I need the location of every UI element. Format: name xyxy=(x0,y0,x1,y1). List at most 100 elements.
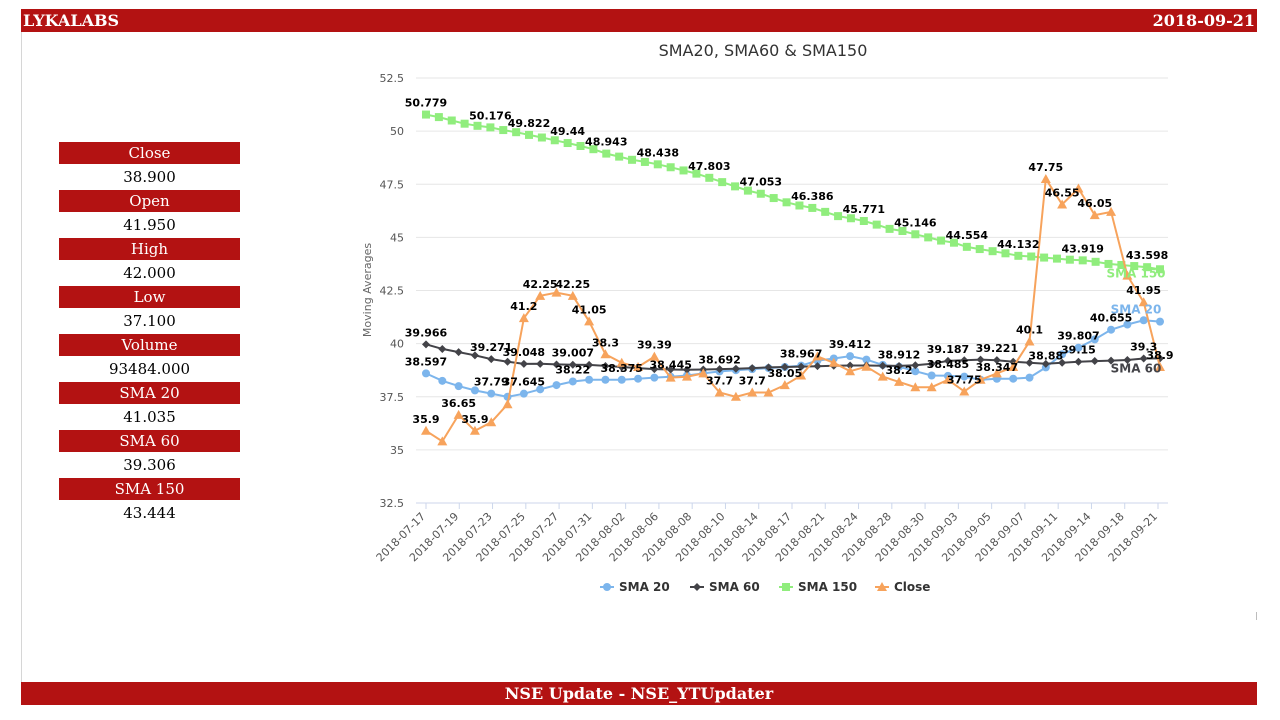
sma-20-point xyxy=(1025,373,1034,382)
sma-150-data-label: 48.943 xyxy=(585,136,627,149)
sma-150-point xyxy=(949,238,958,247)
sma-60-line xyxy=(425,343,1161,371)
sma-60-point xyxy=(976,355,985,364)
sma20-value: 41.035 xyxy=(123,408,176,426)
sma-20-data-label: 38.88 xyxy=(1028,349,1063,362)
close-point xyxy=(926,382,937,392)
sma-150-data-label: 48.438 xyxy=(637,146,679,159)
sma-150-point xyxy=(872,220,881,229)
sma-60-point xyxy=(1139,354,1148,363)
sma-150-point xyxy=(422,110,430,119)
sma-20-data-label: 38.375 xyxy=(601,362,643,375)
close-point xyxy=(486,417,497,427)
sma-150-point xyxy=(1001,249,1010,258)
close-point xyxy=(1073,183,1084,193)
volume-label: Volume xyxy=(59,334,240,356)
chart-legend[interactable]: SMA 20 SMA 60 SMA 150 Close xyxy=(600,580,930,594)
sma-20-point xyxy=(911,367,920,376)
sma-20-data-label: 38.347 xyxy=(976,361,1018,374)
sma60-value: 39.306 xyxy=(123,456,176,474)
sma-150-data-label: 47.803 xyxy=(688,160,730,173)
y-tick-label: 37.5 xyxy=(380,391,405,404)
sma-20-point xyxy=(601,375,610,384)
y-tick-label: 45 xyxy=(390,231,404,244)
sma-150-data-label: 49.822 xyxy=(508,117,550,130)
sma-20-point xyxy=(634,374,643,383)
sma-60-point xyxy=(422,340,430,349)
close-data-label: 41.05 xyxy=(572,303,607,316)
sma-60-end-label: SMA 60 xyxy=(1111,361,1162,375)
sma-20-point xyxy=(438,376,447,385)
legend-item-close[interactable]: Close xyxy=(875,580,930,594)
sma-20-data-label: 37.645 xyxy=(503,376,545,389)
close-point xyxy=(1138,297,1149,307)
close-point xyxy=(698,368,709,378)
sma-60-point xyxy=(992,356,1001,365)
y-tick-label: 50 xyxy=(390,125,404,138)
footer-bar: NSE Update - NSE_YTUpdater xyxy=(21,682,1257,705)
sma-150-point xyxy=(602,149,611,158)
sma-150-point xyxy=(1040,253,1049,262)
sma-150-point xyxy=(1065,255,1074,264)
sma-150-point xyxy=(937,236,946,245)
close-data-label: 41.95 xyxy=(1126,284,1161,297)
sma-150-data-label: 45.146 xyxy=(894,216,937,229)
sma-60-data-label: 39.007 xyxy=(552,347,594,360)
gridlines xyxy=(416,77,1168,504)
sma-60-point xyxy=(470,351,479,360)
sma-60-data-label: 39.048 xyxy=(503,346,545,359)
close-data-label: 46.05 xyxy=(1077,197,1112,210)
sma-150-point xyxy=(666,163,675,172)
sma-60-point xyxy=(878,361,887,370)
brand-name: LYKALABS xyxy=(23,11,120,30)
x-axis-ticks: 2018-07-172018-07-192018-07-232018-07-25… xyxy=(374,503,1160,564)
y-tick-label: 52.5 xyxy=(380,72,405,85)
sma-20-point xyxy=(487,389,496,398)
close-data-label: 42.25 xyxy=(523,278,558,291)
sma-60-point xyxy=(666,365,675,374)
close-point xyxy=(567,290,578,300)
sma-60-data-label: 39.966 xyxy=(405,326,448,339)
legend-item-sma-150[interactable]: SMA 150 xyxy=(779,580,857,594)
chart-title: SMA20, SMA60 & SMA150 xyxy=(659,41,868,60)
sma-150-point xyxy=(911,230,920,239)
sma-20-point xyxy=(1139,316,1148,325)
sma-60-point xyxy=(1074,357,1083,366)
sma-20-point xyxy=(519,389,528,398)
sma150-value: 43.444 xyxy=(123,504,176,522)
close-point xyxy=(551,287,562,297)
sma-60-point xyxy=(568,360,577,369)
sma-60-point xyxy=(1058,358,1067,367)
sma-150-point xyxy=(447,116,456,125)
close-point xyxy=(812,351,823,361)
sma-60-point xyxy=(813,362,822,371)
legend-item-sma-60[interactable]: SMA 60 xyxy=(690,580,760,594)
sma-150-point xyxy=(782,198,791,207)
sma-60-point xyxy=(1107,356,1116,365)
sma-20-point xyxy=(1123,320,1132,329)
sma-150-point xyxy=(898,227,907,235)
sma-20-point xyxy=(846,352,855,361)
sma-60-point xyxy=(454,348,463,357)
legend-marker xyxy=(877,582,887,591)
sma-150-point xyxy=(821,207,830,216)
sma-150-data-label: 47.053 xyxy=(740,176,782,189)
sma-150-data-label: 44.554 xyxy=(946,229,989,242)
sma-150-point xyxy=(1052,254,1061,263)
sma-20-point xyxy=(617,375,626,384)
sma-60-point xyxy=(503,357,512,366)
sma-150-point xyxy=(499,126,508,135)
close-point xyxy=(649,351,660,361)
header-bar: LYKALABS 2018-09-21 xyxy=(21,9,1257,32)
open-label: Open xyxy=(59,190,240,212)
sma-60-point xyxy=(601,361,610,370)
close-point xyxy=(1024,336,1035,346)
sma-60-point xyxy=(943,356,952,365)
close-line xyxy=(425,175,1161,443)
close-point xyxy=(421,425,431,435)
sma-60-point xyxy=(1123,355,1132,364)
sma-20-point xyxy=(927,371,936,380)
close-point xyxy=(730,391,741,401)
legend-item-sma-20[interactable]: SMA 20 xyxy=(600,580,670,594)
